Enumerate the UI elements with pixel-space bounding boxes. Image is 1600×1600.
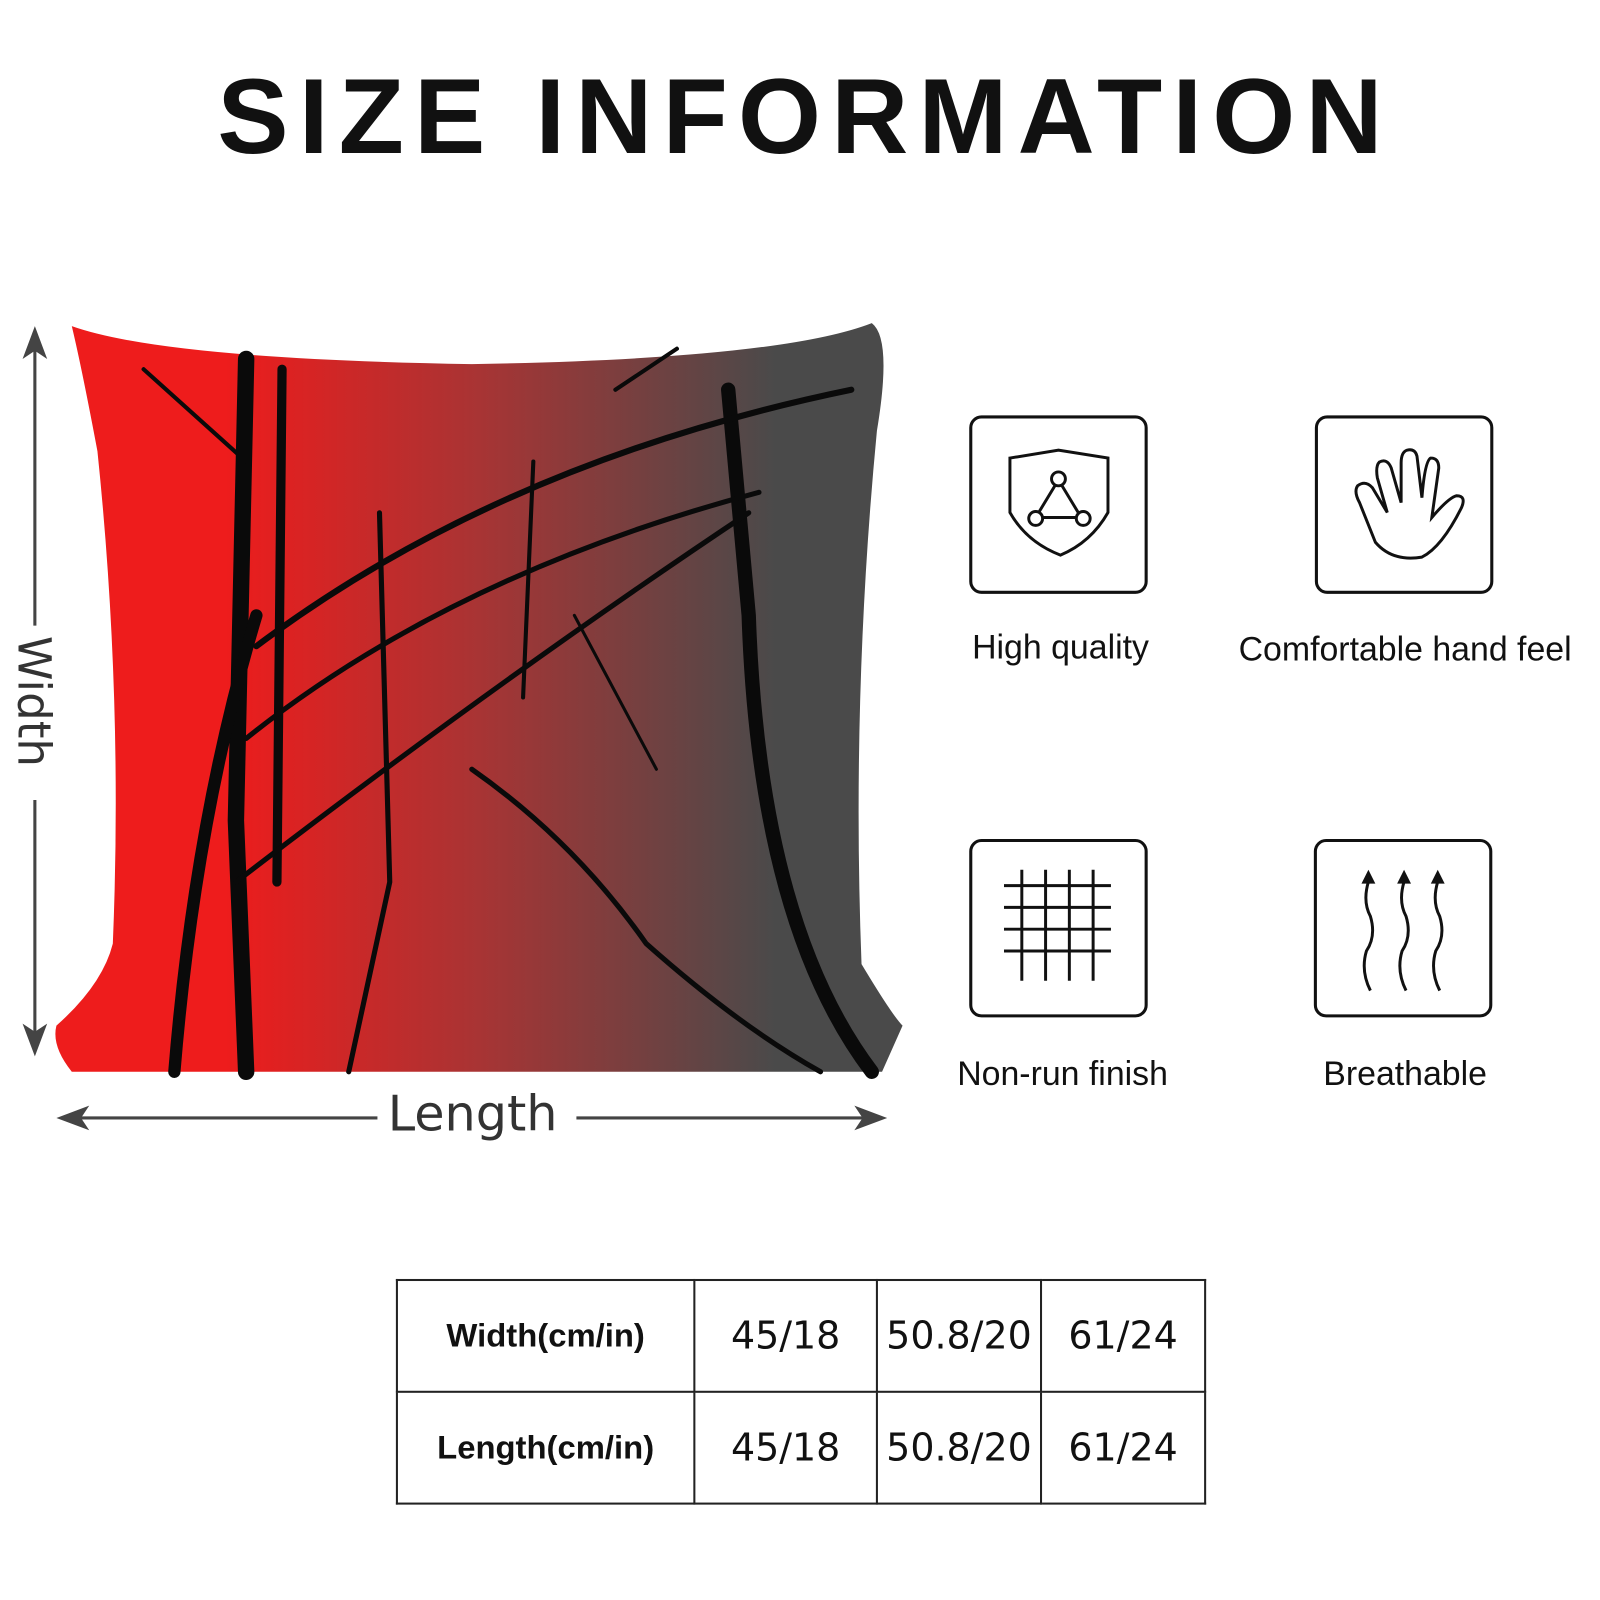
table-cell: 50.8/20 [875,1278,1043,1393]
length-label: Length [387,1085,558,1143]
hand-icon [1314,415,1494,594]
row-header: Width(cm/in) [395,1278,696,1393]
table-cell: 45/18 [693,1278,878,1393]
table-cell: 50.8/20 [875,1390,1043,1505]
shield-triangle-icon [969,415,1148,594]
width-label: Width [7,635,60,768]
size-table: Width(cm/in) 45/18 50.8/20 61/24 Length(… [395,1278,1207,1505]
feature-label: Breathable [1323,1054,1487,1093]
feature-label: Non-run finish [957,1054,1168,1093]
table-cell: 45/18 [693,1390,878,1505]
wavy-arrows-icon [1313,838,1493,1018]
pillow-image [55,323,903,1080]
grid-mesh-icon [969,838,1148,1018]
feature-label: High quality [972,627,1149,666]
row-header: Length(cm/in) [395,1390,696,1505]
length-arrow-icon [56,1105,888,1131]
feature-label: Comfortable hand feel [1238,629,1572,668]
table-row: Length(cm/in) 45/18 50.8/20 61/24 [395,1390,1207,1505]
table-cell: 61/24 [1039,1390,1207,1505]
table-cell: 61/24 [1039,1278,1207,1393]
width-arrow-icon [22,326,48,1057]
table-row: Width(cm/in) 45/18 50.8/20 61/24 [395,1278,1207,1393]
page-title: SIZE INFORMATION [217,57,1393,177]
